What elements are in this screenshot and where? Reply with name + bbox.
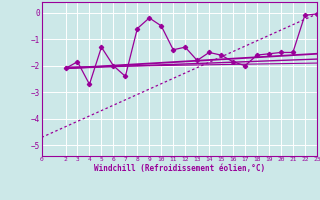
X-axis label: Windchill (Refroidissement éolien,°C): Windchill (Refroidissement éolien,°C) [94,164,265,173]
